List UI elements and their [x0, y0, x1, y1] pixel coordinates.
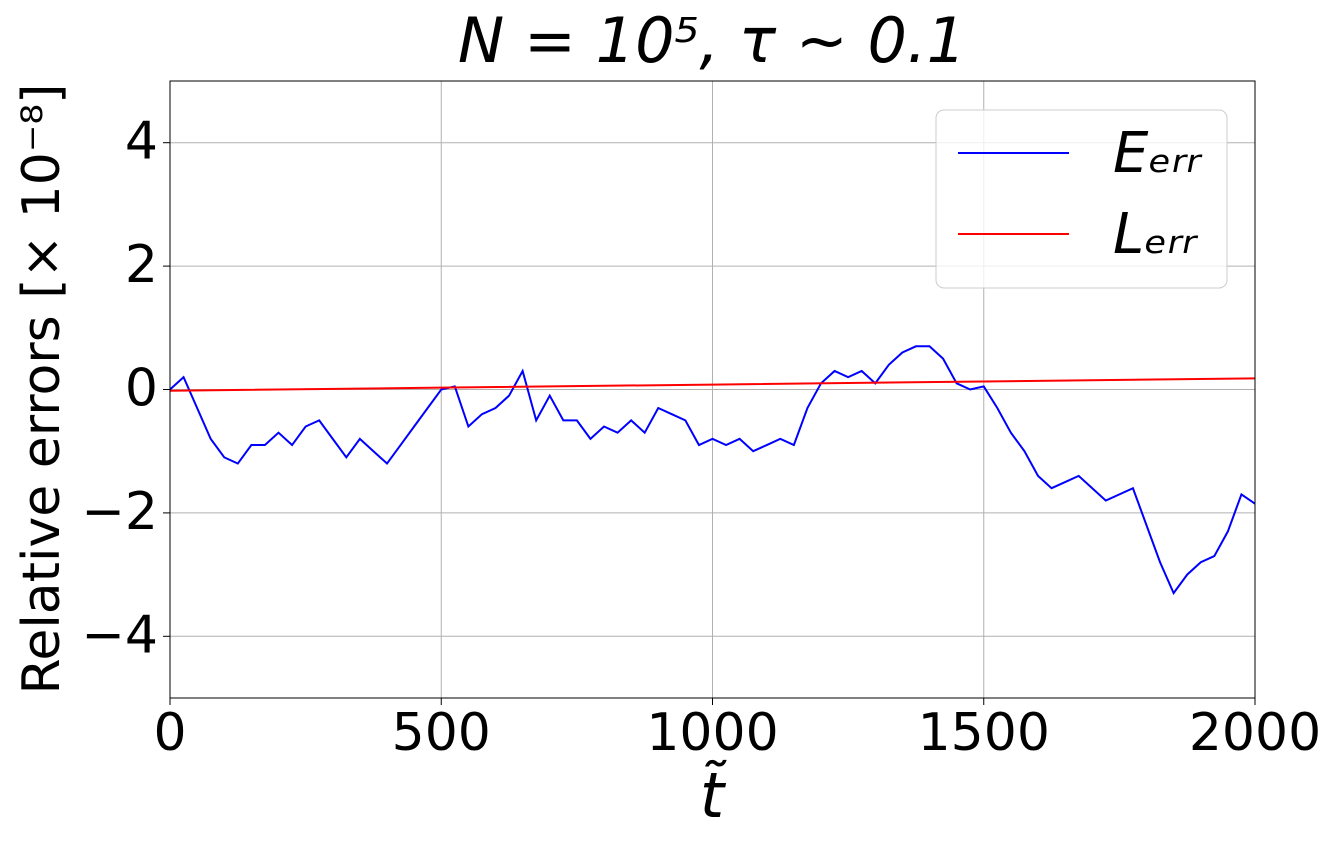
y-tick-label: −4 — [81, 605, 158, 665]
x-tick-label: 1000 — [646, 703, 778, 763]
x-tick-label: 1500 — [918, 703, 1050, 763]
y-axis-label: Relative errors [× 10⁻⁸] — [12, 84, 72, 695]
legend-box — [935, 109, 1228, 289]
x-tick-label: 0 — [153, 703, 186, 763]
legend-label: Lₑᵣᵣ — [1113, 202, 1199, 267]
x-tick-label: 2000 — [1189, 703, 1321, 763]
y-tick-label: 4 — [125, 112, 158, 172]
series-line — [169, 377, 1256, 392]
y-tick-label: −2 — [81, 482, 158, 542]
series-line — [169, 345, 1256, 596]
plot-frame — [169, 80, 1256, 699]
y-tick-label: 0 — [125, 359, 158, 419]
legend-label: Eₑᵣᵣ — [1113, 121, 1203, 186]
y-tick-label: 2 — [125, 235, 158, 295]
x-tick-label: 500 — [392, 703, 491, 763]
chart-title: N = 10⁵, τ ~ 0.1 — [458, 4, 966, 77]
x-axis-label: t̃ — [700, 759, 727, 832]
